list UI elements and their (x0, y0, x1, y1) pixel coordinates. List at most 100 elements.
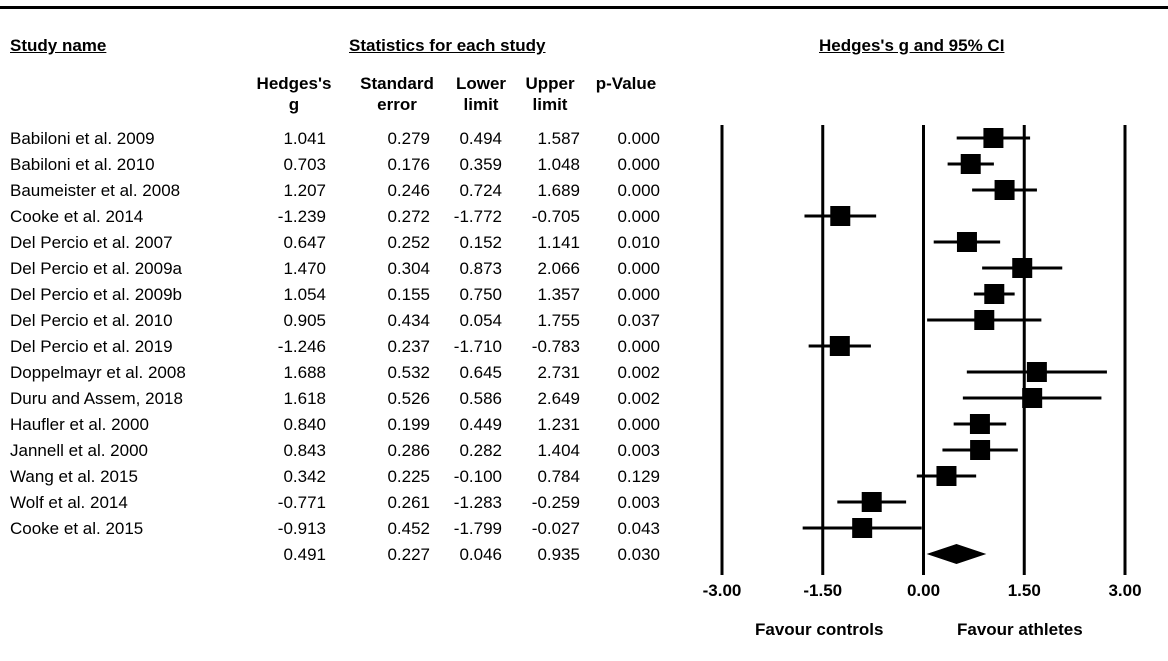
lower-limit: 0.645 (459, 363, 502, 382)
lower-limit: -1.283 (453, 493, 502, 512)
study-name: Wang et al. 2015 (10, 467, 138, 486)
table-row: Del Percio et al. 2009a 1.470 0.304 0.87… (0, 256, 700, 282)
study-name: Haufler et al. 2000 (10, 415, 149, 434)
table-row: Doppelmayr et al. 2008 1.688 0.532 0.645… (0, 360, 700, 386)
p-value: 0.002 (617, 363, 660, 382)
p-value: 0.000 (617, 259, 660, 278)
standard-error: 0.452 (387, 519, 430, 538)
top-rule (0, 6, 1168, 9)
p-value: 0.000 (617, 415, 660, 434)
statistics-header: Statistics for each study (349, 36, 546, 55)
lower-limit: 0.586 (459, 389, 502, 408)
study-name-header: Study name (10, 36, 107, 55)
standard-error: 0.434 (387, 311, 430, 330)
upper-limit: 1.048 (537, 155, 580, 174)
study-name: Del Percio et al. 2010 (10, 311, 173, 330)
summary-row: 0.491 0.227 0.046 0.935 0.030 (0, 542, 700, 568)
x-tick-label: -3.00 (703, 581, 742, 600)
plot-title: Hedges's g and 95% CI (819, 36, 1005, 55)
hedges-g: 1.470 (283, 259, 326, 278)
standard-error: 0.155 (387, 285, 430, 304)
hedges-g: 0.491 (283, 545, 326, 564)
lower-limit: 0.359 (459, 155, 502, 174)
standard-error: 0.532 (387, 363, 430, 382)
standard-error: 0.304 (387, 259, 430, 278)
standard-error: 0.526 (387, 389, 430, 408)
p-value: 0.000 (617, 129, 660, 148)
standard-error: 0.252 (387, 233, 430, 252)
p-value: 0.030 (617, 545, 660, 564)
study-name: Del Percio et al. 2009a (10, 259, 182, 278)
table-row: Wang et al. 2015 0.342 0.225 -0.100 0.78… (0, 464, 700, 490)
upper-limit: 0.935 (537, 545, 580, 564)
p-value: 0.000 (617, 181, 660, 200)
forest-plot: -3.00 -1.50 0.00 1.50 3.00 (703, 125, 1142, 600)
p-value: 0.000 (617, 155, 660, 174)
point-estimate (852, 518, 873, 538)
study-name: Wolf et al. 2014 (10, 493, 128, 512)
p-value: 0.043 (617, 519, 660, 538)
table-row: Duru and Assem, 2018 1.618 0.526 0.586 2… (0, 386, 700, 412)
hedges-g: -0.771 (277, 493, 326, 512)
point-estimate (956, 232, 977, 252)
point-estimate (983, 128, 1004, 148)
table-row: Babiloni et al. 2009 1.041 0.279 0.494 1… (0, 126, 700, 152)
point-estimate (960, 154, 981, 174)
hedges-g: -1.246 (277, 337, 326, 356)
column-header-se: Standard error (360, 74, 434, 114)
p-value: 0.003 (617, 441, 660, 460)
point-estimate (1022, 388, 1043, 408)
table-row: Del Percio et al. 2010 0.905 0.434 0.054… (0, 308, 700, 334)
lower-limit: -1.799 (453, 519, 502, 538)
table-row: Wolf et al. 2014 -0.771 0.261 -1.283 -0.… (0, 490, 700, 516)
p-value: 0.002 (617, 389, 660, 408)
upper-limit: -0.027 (531, 519, 580, 538)
hedges-g: 0.342 (283, 467, 326, 486)
upper-limit: 1.231 (537, 415, 580, 434)
lower-limit: 0.873 (459, 259, 502, 278)
table-row: Del Percio et al. 2009b 1.054 0.155 0.75… (0, 282, 700, 308)
point-estimate (830, 206, 851, 226)
standard-error: 0.272 (387, 207, 430, 226)
standard-error: 0.286 (387, 441, 430, 460)
point-estimate (1026, 362, 1047, 382)
table-row: Haufler et al. 2000 0.840 0.199 0.449 1.… (0, 412, 700, 438)
table-row: Baumeister et al. 2008 1.207 0.246 0.724… (0, 178, 700, 204)
p-value: 0.000 (617, 207, 660, 226)
column-header-upper: Upper limit (525, 74, 575, 114)
favour-controls-label: Favour controls (755, 620, 884, 639)
study-name: Doppelmayr et al. 2008 (10, 363, 186, 382)
standard-error: 0.199 (387, 415, 430, 434)
standard-error: 0.279 (387, 129, 430, 148)
column-header-p: p-Value (595, 74, 657, 93)
lower-limit: -1.772 (453, 207, 502, 226)
hedges-g: -1.239 (277, 207, 326, 226)
study-name: Del Percio et al. 2019 (10, 337, 173, 356)
study-name: Cooke et al. 2015 (10, 519, 144, 538)
p-value: 0.003 (617, 493, 660, 512)
column-header-lower: Lower limit (455, 74, 507, 114)
point-estimate (984, 284, 1005, 304)
upper-limit: 1.689 (537, 181, 580, 200)
p-value: 0.010 (617, 233, 660, 252)
lower-limit: 0.724 (459, 181, 502, 200)
standard-error: 0.227 (387, 545, 430, 564)
lower-limit: 0.449 (459, 415, 502, 434)
lower-limit: -1.710 (453, 337, 502, 356)
standard-error: 0.237 (387, 337, 430, 356)
point-estimate (969, 414, 990, 434)
lower-limit: 0.152 (459, 233, 502, 252)
upper-limit: 2.649 (537, 389, 580, 408)
p-value: 0.129 (617, 467, 660, 486)
upper-limit: 1.587 (537, 129, 580, 148)
study-name: Babiloni et al. 2009 (10, 129, 155, 148)
table-row: Jannell et al. 2000 0.843 0.286 0.282 1.… (0, 438, 700, 464)
lower-limit: 0.282 (459, 441, 502, 460)
point-estimate (936, 466, 957, 486)
study-name: Duru and Assem, 2018 (10, 389, 183, 408)
table-row: Babiloni et al. 2010 0.703 0.176 0.359 1… (0, 152, 700, 178)
x-tick-label: 1.50 (1008, 581, 1041, 600)
hedges-g: 0.703 (283, 155, 326, 174)
upper-limit: 2.731 (537, 363, 580, 382)
study-name: Babiloni et al. 2010 (10, 155, 155, 174)
